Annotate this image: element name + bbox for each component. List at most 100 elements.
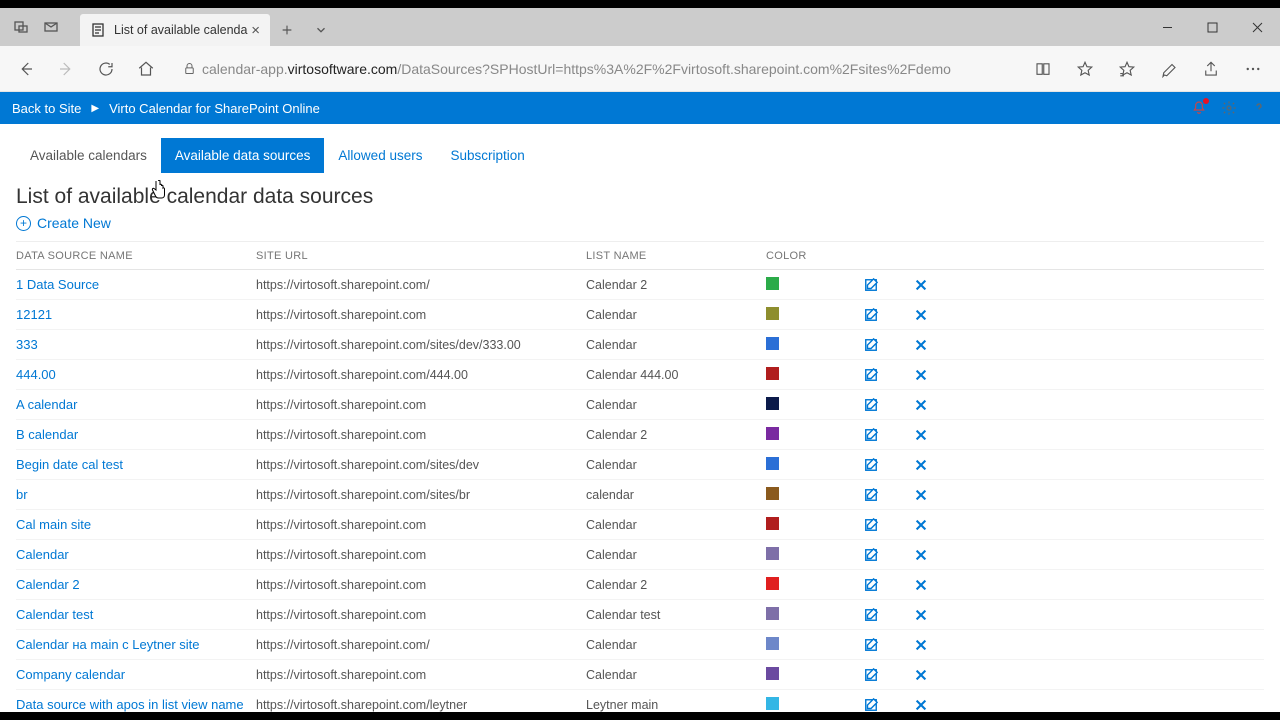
new-tab-button[interactable] — [270, 14, 304, 46]
row-list: Calendar 444.00 — [586, 368, 766, 382]
row-name-link[interactable]: 1 Data Source — [16, 277, 256, 292]
navtab-2[interactable]: Allowed users — [324, 138, 436, 173]
edit-icon[interactable] — [846, 398, 896, 412]
tab-actions-icon-2[interactable] — [36, 12, 66, 42]
edit-icon[interactable] — [846, 638, 896, 652]
delete-icon[interactable] — [896, 488, 946, 502]
tab-close-icon[interactable]: × — [251, 22, 260, 39]
edit-icon[interactable] — [846, 578, 896, 592]
window-maximize-button[interactable] — [1190, 8, 1235, 46]
delete-icon[interactable] — [896, 608, 946, 622]
navtab-3[interactable]: Subscription — [436, 138, 538, 173]
row-color — [766, 277, 846, 293]
col-list[interactable]: List Name — [586, 250, 766, 262]
row-url: https://virtosoft.sharepoint.com/444.00 — [256, 368, 586, 382]
tab-actions-icon-1[interactable] — [6, 12, 36, 42]
delete-icon[interactable] — [896, 398, 946, 412]
delete-icon[interactable] — [896, 698, 946, 712]
row-color — [766, 547, 846, 563]
col-url[interactable]: Site URL — [256, 250, 586, 262]
edit-icon[interactable] — [846, 338, 896, 352]
delete-icon[interactable] — [896, 278, 946, 292]
home-button[interactable] — [126, 49, 166, 89]
navtab-0[interactable]: Available calendars — [16, 138, 161, 173]
url-text: calendar-app.virtosoftware.com/DataSourc… — [202, 61, 951, 77]
delete-icon[interactable] — [896, 428, 946, 442]
back-to-site-link[interactable]: Back to Site — [12, 101, 81, 116]
delete-icon[interactable] — [896, 458, 946, 472]
favorites-list-icon[interactable] — [1106, 49, 1148, 89]
row-name-link[interactable]: Data source with apos in list view name — [16, 697, 256, 712]
delete-icon[interactable] — [896, 368, 946, 382]
delete-icon[interactable] — [896, 578, 946, 592]
navtab-1[interactable]: Available data sources — [161, 138, 325, 173]
breadcrumb-separator-icon: ▶ — [91, 103, 99, 114]
browser-tab[interactable]: List of available calenda × — [80, 14, 270, 46]
back-button[interactable] — [6, 49, 46, 89]
row-name-link[interactable]: 12121 — [16, 307, 256, 322]
row-name-link[interactable]: Calendar test — [16, 607, 256, 622]
window-titlebar: List of available calenda × — [0, 8, 1280, 46]
row-name-link[interactable]: Calendar 2 — [16, 577, 256, 592]
edit-icon[interactable] — [846, 308, 896, 322]
notifications-icon[interactable] — [1190, 99, 1208, 117]
help-icon[interactable] — [1250, 99, 1268, 117]
col-color[interactable]: Color — [766, 250, 846, 262]
edit-icon[interactable] — [846, 548, 896, 562]
page-content: Available calendarsAvailable data source… — [0, 124, 1280, 712]
row-name-link[interactable]: 333 — [16, 337, 256, 352]
edit-icon[interactable] — [846, 698, 896, 712]
row-name-link[interactable]: Cal main site — [16, 517, 256, 532]
address-bar[interactable]: calendar-app.virtosoftware.com/DataSourc… — [176, 53, 1012, 85]
table-header: Data Source Name Site URL List Name Colo… — [16, 242, 1264, 270]
delete-icon[interactable] — [896, 338, 946, 352]
more-icon[interactable] — [1232, 49, 1274, 89]
tab-title: List of available calenda — [114, 23, 247, 37]
edit-icon[interactable] — [846, 278, 896, 292]
row-name-link[interactable]: br — [16, 487, 256, 502]
forward-button[interactable] — [46, 49, 86, 89]
tab-strip: List of available calenda × — [80, 8, 338, 46]
col-name[interactable]: Data Source Name — [16, 250, 256, 262]
delete-icon[interactable] — [896, 308, 946, 322]
edit-icon[interactable] — [846, 428, 896, 442]
edit-icon[interactable] — [846, 668, 896, 682]
row-name-link[interactable]: Company calendar — [16, 667, 256, 682]
row-name-link[interactable]: B calendar — [16, 427, 256, 442]
row-name-link[interactable]: A calendar — [16, 397, 256, 412]
share-icon[interactable] — [1190, 49, 1232, 89]
row-url: https://virtosoft.sharepoint.com — [256, 518, 586, 532]
delete-icon[interactable] — [896, 638, 946, 652]
row-name-link[interactable]: Calendar на main с Leytner site — [16, 637, 256, 652]
favorite-star-icon[interactable] — [1064, 49, 1106, 89]
notes-icon[interactable] — [1148, 49, 1190, 89]
settings-gear-icon[interactable] — [1220, 99, 1238, 117]
row-name-link[interactable]: 444.00 — [16, 367, 256, 382]
window-minimize-button[interactable] — [1145, 8, 1190, 46]
edit-icon[interactable] — [846, 458, 896, 472]
window-close-button[interactable] — [1235, 8, 1280, 46]
table-row: Begin date cal testhttps://virtosoft.sha… — [16, 450, 1264, 480]
edit-icon[interactable] — [846, 518, 896, 532]
row-name-link[interactable]: Calendar — [16, 547, 256, 562]
delete-icon[interactable] — [896, 518, 946, 532]
create-new-button[interactable]: + Create New — [16, 215, 1280, 231]
nav-tabs: Available calendarsAvailable data source… — [16, 138, 1280, 173]
delete-icon[interactable] — [896, 548, 946, 562]
row-url: https://virtosoft.sharepoint.com/sites/d… — [256, 458, 586, 472]
app-header: Back to Site ▶ Virto Calendar for ShareP… — [0, 92, 1280, 124]
edit-icon[interactable] — [846, 368, 896, 382]
row-color — [766, 607, 846, 623]
tab-overflow-button[interactable] — [304, 14, 338, 46]
row-color — [766, 637, 846, 653]
row-list: Calendar 2 — [586, 578, 766, 592]
data-sources-table: Data Source Name Site URL List Name Colo… — [16, 241, 1264, 712]
refresh-button[interactable] — [86, 49, 126, 89]
delete-icon[interactable] — [896, 668, 946, 682]
table-row: 444.00https://virtosoft.sharepoint.com/4… — [16, 360, 1264, 390]
row-name-link[interactable]: Begin date cal test — [16, 457, 256, 472]
reading-view-icon[interactable] — [1022, 49, 1064, 89]
row-url: https://virtosoft.sharepoint.com — [256, 668, 586, 682]
edit-icon[interactable] — [846, 608, 896, 622]
edit-icon[interactable] — [846, 488, 896, 502]
